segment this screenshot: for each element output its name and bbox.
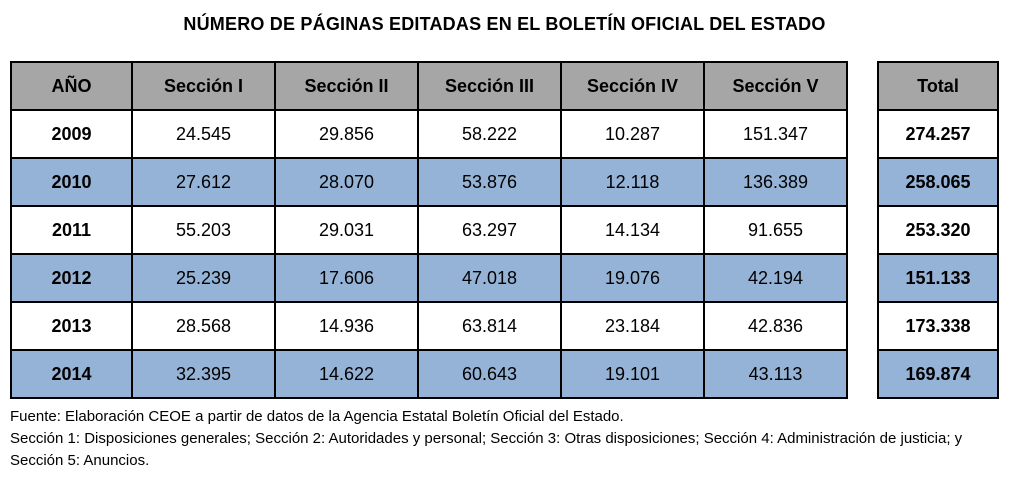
value-cell: 63.297 xyxy=(417,205,562,255)
total-cell: 274.257 xyxy=(877,109,999,159)
value-cell: 19.101 xyxy=(560,349,705,399)
total-cell: 173.338 xyxy=(877,301,999,351)
value-cell: 14.622 xyxy=(274,349,419,399)
value-cell: 47.018 xyxy=(417,253,562,303)
total-cell: 258.065 xyxy=(877,157,999,207)
year-cell: 2012 xyxy=(10,253,133,303)
value-cell: 19.076 xyxy=(560,253,705,303)
value-cell: 12.118 xyxy=(560,157,705,207)
value-cell: 42.836 xyxy=(703,301,848,351)
legend-note: Sección 1: Disposiciones generales; Secc… xyxy=(10,429,963,469)
table-row: 2009 24.545 29.856 58.222 10.287 151.347 xyxy=(10,109,848,159)
total-row: 258.065 xyxy=(877,157,999,207)
page-title: NÚMERO DE PÁGINAS EDITADAS EN EL BOLETÍN… xyxy=(183,14,826,34)
tables-container: AÑO Sección I Sección II Sección III Sección… xyxy=(10,61,999,399)
total-cell: 151.133 xyxy=(877,253,999,303)
table-row: 2013 28.568 14.936 63.814 23.184 42.836 xyxy=(10,301,848,351)
value-cell: 17.606 xyxy=(274,253,419,303)
year-cell: 2011 xyxy=(10,205,133,255)
main-header-row: AÑO Sección I Sección II Sección III Sección… xyxy=(10,61,848,111)
total-row: 274.257 xyxy=(877,109,999,159)
value-cell: 91.655 xyxy=(703,205,848,255)
year-cell: 2010 xyxy=(10,157,133,207)
column-header-seccion: Sección II xyxy=(274,61,419,111)
value-cell: 28.070 xyxy=(274,157,419,207)
total-row: 151.133 xyxy=(877,253,999,303)
value-cell: 43.113 xyxy=(703,349,848,399)
main-table: AÑO Sección I Sección II Sección III Sección… xyxy=(10,61,848,399)
column-header-seccion: Sección V xyxy=(703,61,848,111)
value-cell: 136.389 xyxy=(703,157,848,207)
column-header-year: AÑO xyxy=(10,61,133,111)
column-header-seccion: Sección I xyxy=(131,61,276,111)
value-cell: 27.612 xyxy=(131,157,276,207)
value-cell: 14.936 xyxy=(274,301,419,351)
value-cell: 28.568 xyxy=(131,301,276,351)
table-row: 2011 55.203 29.031 63.297 14.134 91.655 xyxy=(10,205,848,255)
value-cell: 151.347 xyxy=(703,109,848,159)
total-cell: 169.874 xyxy=(877,349,999,399)
footnotes: Fuente: Elaboración CEOE a partir de dat… xyxy=(10,406,975,471)
table-row: 2012 25.239 17.606 47.018 19.076 42.194 xyxy=(10,253,848,303)
column-header-seccion: Sección IV xyxy=(560,61,705,111)
total-row: 169.874 xyxy=(877,349,999,399)
total-table-body: 274.257 258.065 253.320 151.133 173.338 169.8… xyxy=(877,109,999,399)
table-row: 2014 32.395 14.622 60.643 19.101 43.113 xyxy=(10,349,848,399)
main-table-body: 2009 24.545 29.856 58.222 10.287 151.347 2010 2… xyxy=(10,109,848,399)
total-column-header: Total xyxy=(877,61,999,111)
value-cell: 29.856 xyxy=(274,109,419,159)
total-cell: 253.320 xyxy=(877,205,999,255)
value-cell: 32.395 xyxy=(131,349,276,399)
value-cell: 42.194 xyxy=(703,253,848,303)
total-table: Total 274.257 258.065 253.320 151.133 173.33… xyxy=(877,61,999,399)
value-cell: 29.031 xyxy=(274,205,419,255)
value-cell: 55.203 xyxy=(131,205,276,255)
value-cell: 60.643 xyxy=(417,349,562,399)
total-row: 173.338 xyxy=(877,301,999,351)
value-cell: 25.239 xyxy=(131,253,276,303)
value-cell: 58.222 xyxy=(417,109,562,159)
year-cell: 2014 xyxy=(10,349,133,399)
value-cell: 14.134 xyxy=(560,205,705,255)
value-cell: 10.287 xyxy=(560,109,705,159)
total-row: 253.320 xyxy=(877,205,999,255)
year-cell: 2013 xyxy=(10,301,133,351)
year-cell: 2009 xyxy=(10,109,133,159)
value-cell: 63.814 xyxy=(417,301,562,351)
value-cell: 23.184 xyxy=(560,301,705,351)
total-header-row: Total xyxy=(877,61,999,111)
source-note: Fuente: Elaboración CEOE a partir de dat… xyxy=(10,408,624,425)
value-cell: 53.876 xyxy=(417,157,562,207)
value-cell: 24.545 xyxy=(131,109,276,159)
column-header-seccion: Sección III xyxy=(417,61,562,111)
table-row: 2010 27.612 28.070 53.876 12.118 136.389 xyxy=(10,157,848,207)
